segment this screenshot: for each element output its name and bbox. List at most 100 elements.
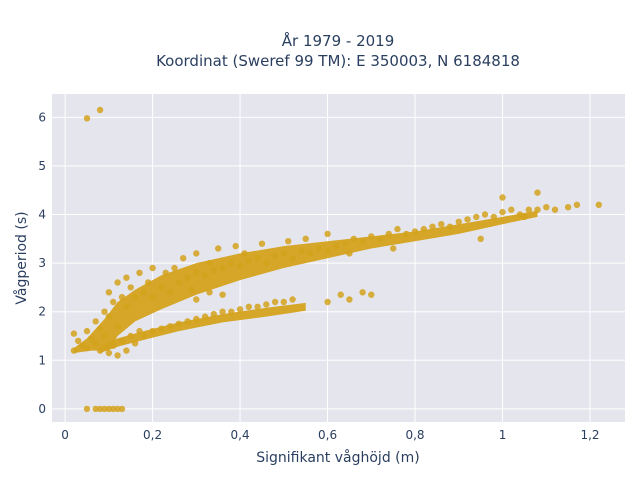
data-point bbox=[145, 279, 152, 286]
data-point bbox=[105, 289, 113, 296]
grid bbox=[52, 94, 625, 422]
data-point bbox=[114, 279, 121, 286]
data-point bbox=[499, 194, 506, 201]
data-point bbox=[564, 204, 572, 211]
data-point bbox=[324, 298, 331, 306]
data-point bbox=[508, 206, 515, 213]
data-point bbox=[289, 255, 296, 262]
data-point bbox=[175, 279, 182, 286]
data-point bbox=[166, 323, 174, 330]
lower-density-band bbox=[100, 302, 306, 353]
data-point bbox=[551, 206, 559, 213]
data-point bbox=[206, 259, 213, 267]
data-point bbox=[96, 405, 104, 413]
data-point bbox=[350, 235, 357, 242]
data-point bbox=[118, 405, 126, 413]
data-point bbox=[521, 213, 528, 221]
data-point bbox=[473, 213, 480, 221]
data-point bbox=[210, 310, 217, 318]
data-point bbox=[210, 267, 217, 274]
data-point bbox=[158, 325, 165, 332]
data-point bbox=[193, 250, 200, 257]
data-point bbox=[236, 262, 244, 269]
data-point bbox=[337, 291, 344, 298]
data-point bbox=[127, 332, 134, 340]
data-point bbox=[254, 255, 261, 262]
data-point bbox=[171, 264, 178, 272]
data-point bbox=[215, 245, 222, 252]
data-point bbox=[83, 327, 91, 335]
data-point bbox=[245, 303, 252, 310]
x-tick-label: 0,6 bbox=[318, 428, 337, 442]
data-point bbox=[110, 298, 117, 306]
data-point bbox=[394, 225, 401, 233]
data-point bbox=[92, 340, 99, 347]
data-point bbox=[149, 327, 156, 335]
data-point bbox=[258, 240, 266, 247]
data-point bbox=[346, 250, 353, 257]
data-point bbox=[118, 337, 126, 345]
data-point bbox=[123, 303, 130, 310]
data-point bbox=[481, 211, 489, 218]
data-point bbox=[83, 115, 91, 122]
data-point bbox=[201, 272, 209, 279]
data-point bbox=[534, 206, 541, 213]
data-point bbox=[573, 201, 581, 208]
data-point bbox=[271, 298, 279, 306]
data-point bbox=[140, 332, 148, 340]
data-point bbox=[166, 289, 174, 296]
data-point bbox=[123, 347, 130, 354]
data-point bbox=[477, 235, 484, 242]
data-point bbox=[206, 289, 213, 296]
y-tick-label: 3 bbox=[38, 256, 46, 270]
data-point bbox=[219, 264, 226, 272]
data-point bbox=[193, 269, 200, 276]
x-tick-label: 0,4 bbox=[231, 428, 250, 442]
data-point bbox=[490, 213, 497, 221]
data-point bbox=[149, 293, 156, 301]
data-point bbox=[105, 349, 113, 357]
data-point bbox=[75, 337, 82, 345]
y-tick-label: 2 bbox=[38, 305, 46, 319]
data-point bbox=[420, 225, 427, 233]
data-point bbox=[184, 318, 191, 325]
data-point bbox=[289, 296, 296, 303]
chart-title-line1: År 1979 - 2019 bbox=[282, 31, 395, 50]
data-point bbox=[455, 218, 462, 225]
data-point bbox=[285, 238, 292, 245]
data-point bbox=[127, 284, 134, 291]
data-points bbox=[70, 106, 602, 413]
data-point bbox=[149, 264, 156, 272]
x-axis-label: Signifikant våghöjd (m) bbox=[256, 449, 419, 466]
data-point bbox=[499, 208, 506, 216]
data-point bbox=[83, 405, 91, 413]
data-point bbox=[136, 327, 143, 335]
data-point bbox=[241, 250, 248, 257]
data-point bbox=[385, 230, 392, 238]
data-point bbox=[101, 332, 108, 340]
y-tick-label: 6 bbox=[38, 110, 46, 124]
data-point bbox=[162, 269, 169, 276]
data-point bbox=[193, 296, 200, 303]
data-point bbox=[96, 325, 104, 332]
data-point bbox=[595, 201, 602, 208]
data-point bbox=[180, 255, 187, 262]
data-point bbox=[543, 204, 550, 211]
data-point bbox=[254, 303, 261, 310]
data-point bbox=[175, 320, 182, 327]
data-point bbox=[114, 405, 121, 413]
plot-background bbox=[52, 94, 625, 422]
data-point bbox=[118, 293, 126, 301]
data-point bbox=[236, 306, 244, 313]
data-point bbox=[411, 228, 419, 235]
data-point bbox=[110, 342, 117, 349]
data-point bbox=[92, 318, 99, 325]
data-point bbox=[280, 298, 287, 306]
data-point bbox=[228, 259, 235, 267]
data-point bbox=[263, 259, 270, 267]
data-point bbox=[219, 291, 226, 298]
data-point bbox=[306, 250, 314, 257]
data-point bbox=[245, 257, 252, 264]
y-tick-label: 4 bbox=[38, 208, 46, 222]
data-point bbox=[390, 245, 397, 252]
